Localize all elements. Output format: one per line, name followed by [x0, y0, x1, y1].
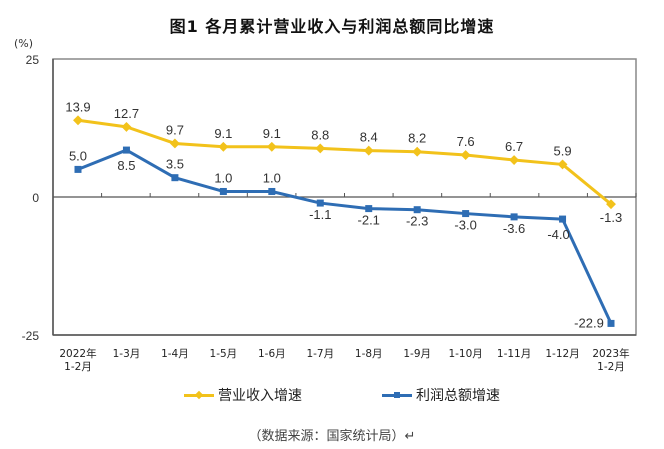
- y-tick-label: 0: [32, 191, 39, 205]
- y-tick-label: -25: [22, 329, 40, 343]
- data-label: 9.1: [263, 126, 281, 141]
- profit-growth-line: [77, 148, 613, 325]
- legend-label-revenue: 营业收入增速: [218, 388, 302, 404]
- x-tick-label: 1-2月: [64, 361, 92, 373]
- source-note: （数据来源：国家统计局）↵: [248, 429, 416, 444]
- data-label: 1.0: [263, 170, 281, 185]
- data-label: -3.6: [503, 221, 525, 236]
- revenue-marker: [557, 159, 568, 170]
- x-tick-label: 2022年: [59, 347, 96, 360]
- legend: 营业收入增速 利润总额增速: [0, 385, 664, 405]
- legend-item-profit: 利润总额增速: [382, 385, 500, 405]
- x-tick-label: 1-10月: [448, 348, 482, 360]
- data-label: 13.9: [65, 99, 90, 114]
- revenue-marker: [363, 145, 374, 156]
- x-tick-label: 1-7月: [306, 348, 334, 360]
- data-label: 9.7: [166, 122, 184, 137]
- x-tick-label: 2023年: [592, 347, 629, 360]
- data-label: 6.7: [505, 139, 523, 154]
- data-label: 12.7: [114, 106, 139, 121]
- data-label: 8.2: [408, 131, 426, 146]
- profit-marker: [74, 165, 82, 173]
- revenue-marker: [121, 121, 132, 132]
- x-tick-label: 1-8月: [355, 348, 383, 360]
- x-tick-label: 1-11月: [497, 348, 531, 360]
- revenue-marker: [169, 138, 180, 149]
- revenue-marker: [315, 143, 326, 154]
- x-tick-label: 1-3月: [113, 348, 141, 360]
- profit-marker: [122, 146, 130, 154]
- profit-marker: [510, 213, 518, 221]
- revenue-marker: [509, 155, 520, 165]
- profit-marker: [219, 187, 227, 195]
- revenue-growth-line: [77, 118, 612, 206]
- profit-marker: [559, 215, 567, 223]
- y-tick-label: 25: [26, 53, 40, 67]
- profit-marker: [171, 174, 179, 182]
- revenue-marker: [606, 199, 616, 210]
- profit-marker: [316, 199, 324, 207]
- data-label: 8.5: [117, 158, 135, 173]
- data-label: 1.0: [214, 170, 232, 185]
- profit-marker: [462, 210, 470, 218]
- data-label: -22.9: [574, 315, 604, 330]
- profit-marker: [268, 187, 276, 195]
- revenue-marker: [73, 115, 83, 126]
- profit-marker: [365, 205, 373, 213]
- profit-marker: [607, 319, 615, 327]
- x-tick-label: 1-2月: [597, 361, 625, 373]
- data-label: 5.0: [69, 148, 87, 163]
- data-label: 8.4: [360, 130, 378, 145]
- x-tick-label: 1-12月: [545, 348, 579, 360]
- x-tick-label: 1-9月: [403, 348, 431, 360]
- profit-marker: [413, 206, 421, 214]
- data-label: -1.3: [600, 210, 622, 225]
- data-label: -3.0: [454, 218, 476, 233]
- x-tick-label: 1-6月: [258, 348, 286, 360]
- data-label: -2.3: [406, 214, 428, 229]
- x-tick-label: 1-5月: [210, 348, 238, 360]
- revenue-marker: [460, 150, 471, 160]
- legend-swatch-revenue-icon: [184, 390, 214, 399]
- data-label: 5.9: [554, 143, 572, 158]
- data-label: 3.5: [166, 157, 184, 172]
- legend-item-revenue: 营业收入增速: [184, 385, 302, 405]
- chart-title: 图1 各月累计营业收入与利润总额同比增速: [169, 17, 495, 36]
- legend-label-profit: 利润总额增速: [416, 388, 500, 404]
- legend-swatch-profit-icon: [382, 391, 412, 398]
- data-label: -2.1: [358, 213, 380, 228]
- data-label: 8.8: [311, 127, 329, 142]
- data-label: -4.0: [547, 227, 569, 242]
- revenue-marker: [412, 146, 423, 157]
- data-label: -1.1: [309, 207, 331, 222]
- data-label: 9.1: [214, 126, 232, 141]
- x-tick-label: 1-4月: [161, 348, 189, 360]
- data-label: 7.6: [457, 134, 475, 149]
- revenue-marker: [218, 141, 229, 152]
- revenue-marker: [266, 141, 277, 152]
- y-axis-unit-label: (%): [14, 37, 34, 50]
